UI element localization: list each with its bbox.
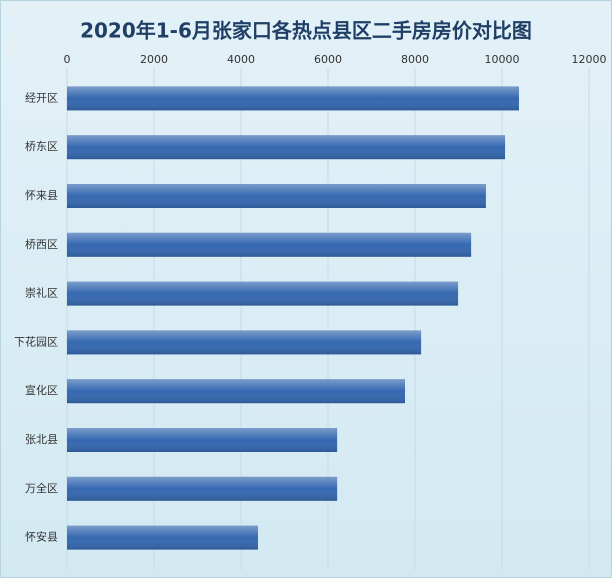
bar-sheen (67, 135, 506, 160)
chart-title: 2020年1-6月张家口各热点县区二手房房价对比图 (80, 19, 532, 43)
y-tick-label: 万全区 (25, 481, 58, 495)
y-tick-label: 张北县 (25, 433, 58, 446)
x-tick-label: 10000 (485, 53, 520, 66)
x-tick-label: 0 (64, 53, 71, 66)
bar-sheen (67, 476, 338, 501)
x-tick-label: 6000 (314, 53, 342, 66)
y-tick-label: 怀安县 (25, 530, 58, 544)
y-tick-label: 下花园区 (14, 335, 58, 348)
y-tick-label: 怀来县 (25, 189, 58, 202)
bar-sheen (67, 281, 459, 306)
y-tick-label: 崇礼区 (25, 286, 58, 300)
x-tick-label: 12000 (572, 53, 607, 66)
bar-sheen (67, 525, 258, 550)
x-tick-label: 4000 (227, 53, 255, 66)
y-tick-label: 桥东区 (25, 140, 58, 153)
x-tick-label: 2000 (140, 53, 168, 66)
y-tick-label: 经开区 (25, 91, 58, 104)
bar-sheen (67, 232, 472, 257)
bar-sheen (67, 184, 486, 208)
bar-sheen (67, 379, 405, 404)
x-tick-label: 8000 (401, 53, 429, 66)
bar-sheen (67, 428, 338, 452)
bar-sheen (67, 330, 422, 355)
y-tick-label: 宣化区 (25, 383, 58, 397)
y-tick-label: 桥西区 (25, 238, 58, 251)
bar-sheen (67, 86, 519, 111)
